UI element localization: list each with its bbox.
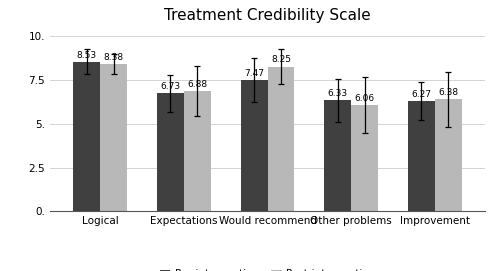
Bar <box>184 91 210 211</box>
Title: Treatment Credibility Scale: Treatment Credibility Scale <box>164 8 371 23</box>
Bar <box>268 67 294 211</box>
Text: 6.88: 6.88 <box>187 79 208 89</box>
Text: 8.25: 8.25 <box>271 56 291 64</box>
Text: 8.53: 8.53 <box>76 51 97 60</box>
Bar <box>157 93 184 211</box>
Bar <box>408 101 435 211</box>
Bar <box>351 105 378 211</box>
Text: 8.38: 8.38 <box>104 53 124 62</box>
Text: 6.33: 6.33 <box>328 89 348 98</box>
Bar <box>324 100 351 211</box>
Text: 7.47: 7.47 <box>244 69 264 78</box>
Text: 6.38: 6.38 <box>438 88 458 97</box>
Text: 6.06: 6.06 <box>354 94 374 103</box>
Text: 6.27: 6.27 <box>412 90 432 99</box>
Bar <box>435 99 462 211</box>
Bar <box>74 62 100 211</box>
Bar <box>100 64 127 211</box>
Legend: Pre-intervention, Post-intervention: Pre-intervention, Post-intervention <box>156 265 380 271</box>
Text: 6.73: 6.73 <box>160 82 180 91</box>
Bar <box>240 80 268 211</box>
